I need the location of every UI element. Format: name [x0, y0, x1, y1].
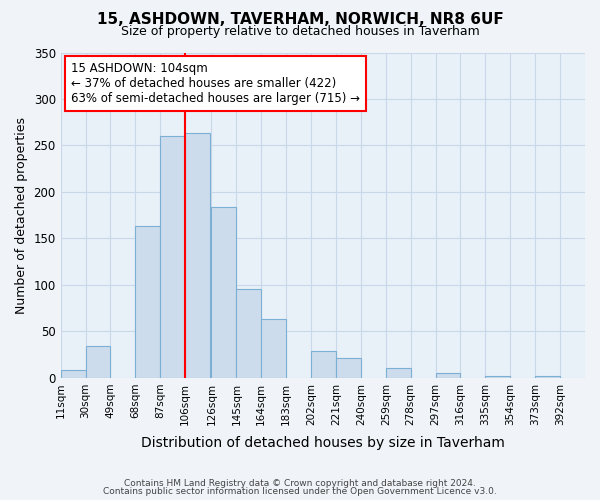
Bar: [136, 226, 160, 378]
X-axis label: Distribution of detached houses by size in Taverham: Distribution of detached houses by size …: [141, 436, 505, 450]
Bar: [236, 288, 261, 378]
Bar: [61, 370, 86, 378]
Bar: [211, 207, 236, 378]
Text: Contains public sector information licensed under the Open Government Licence v3: Contains public sector information licen…: [103, 487, 497, 496]
Bar: [436, 374, 460, 378]
Text: 15 ASHDOWN: 104sqm
← 37% of detached houses are smaller (422)
63% of semi-detach: 15 ASHDOWN: 104sqm ← 37% of detached hou…: [71, 62, 360, 106]
Bar: [261, 320, 286, 378]
Text: Size of property relative to detached houses in Taverham: Size of property relative to detached ho…: [121, 25, 479, 38]
Bar: [311, 351, 336, 378]
Text: 15, ASHDOWN, TAVERHAM, NORWICH, NR8 6UF: 15, ASHDOWN, TAVERHAM, NORWICH, NR8 6UF: [97, 12, 503, 28]
Bar: [386, 368, 410, 378]
Text: Contains HM Land Registry data © Crown copyright and database right 2024.: Contains HM Land Registry data © Crown c…: [124, 478, 476, 488]
Bar: [185, 134, 210, 378]
Y-axis label: Number of detached properties: Number of detached properties: [15, 116, 28, 314]
Bar: [485, 376, 510, 378]
Bar: [160, 136, 185, 378]
Bar: [336, 358, 361, 378]
Bar: [535, 376, 560, 378]
Bar: [86, 346, 110, 378]
